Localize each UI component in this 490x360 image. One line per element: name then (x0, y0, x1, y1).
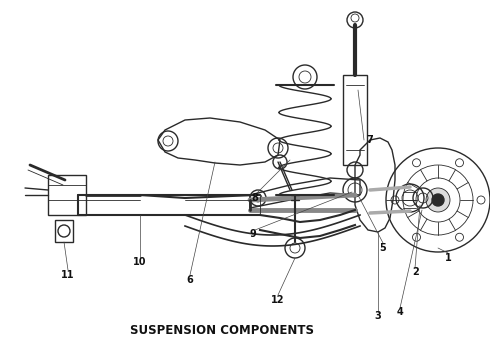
Text: 8: 8 (251, 193, 258, 203)
Bar (48, 175, 86, 215)
Text: 11: 11 (61, 270, 75, 280)
Text: 6: 6 (187, 275, 194, 285)
Text: 7: 7 (367, 135, 373, 145)
Text: SUSPENSION COMPONENTS: SUSPENSION COMPONENTS (130, 324, 314, 337)
Text: 5: 5 (380, 243, 387, 253)
Text: 4: 4 (396, 307, 403, 317)
Bar (343, 75, 367, 165)
Bar (55, 220, 73, 242)
Text: 10: 10 (133, 257, 147, 267)
Text: 2: 2 (413, 267, 419, 277)
Circle shape (426, 188, 450, 212)
Circle shape (432, 194, 444, 206)
Text: 1: 1 (444, 253, 451, 263)
Text: 9: 9 (249, 229, 256, 239)
Text: 3: 3 (375, 311, 381, 321)
Text: 12: 12 (271, 295, 285, 305)
